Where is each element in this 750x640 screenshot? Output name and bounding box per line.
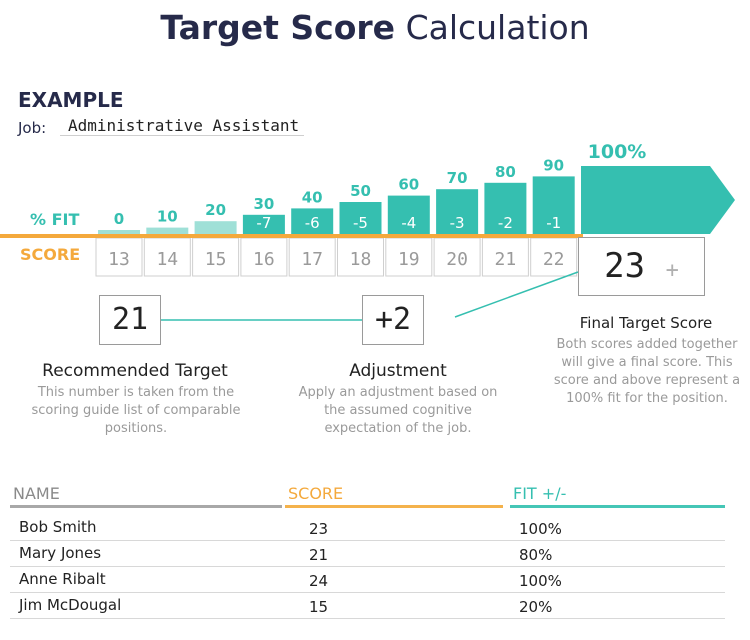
- score-tick-label: 21: [495, 249, 517, 270]
- example-heading: EXAMPLE: [18, 88, 124, 112]
- score-offset-label: -2: [498, 214, 513, 232]
- score-tick-label: 14: [156, 249, 178, 270]
- fit-score-chart: 0 13 10 14 20 15 30-7 16 40 -6 17 50 -5 18 60 -4 19 70 -3 2…: [0, 141, 735, 277]
- score-offset-label: -6: [305, 214, 320, 232]
- table-cell-name: Anne Ribalt: [19, 570, 106, 588]
- header-underline-fit: [510, 505, 725, 508]
- table-cell-fit: 80%: [519, 546, 553, 564]
- fit-bar: [146, 227, 189, 234]
- table-cell-score: 15: [309, 598, 329, 616]
- score-cell: [385, 237, 433, 277]
- fit-bar: [339, 202, 382, 234]
- table-cell-score: 23: [309, 520, 329, 538]
- table-cell-name: Bob Smith: [19, 518, 97, 536]
- fit-bar: [98, 230, 140, 234]
- fit-value-label: 10: [157, 208, 178, 226]
- table-cell-name: Jim McDougal: [19, 596, 122, 614]
- connector-adj-final: [454, 271, 579, 318]
- final-fit-label: 100%: [588, 141, 647, 163]
- score-tick-label: 22: [543, 249, 565, 270]
- fit-bar: [242, 214, 285, 234]
- adjustment-value-box: +2: [362, 295, 424, 345]
- final-description: Both scores added together will give a f…: [553, 337, 741, 406]
- table-cell-score: 21: [309, 546, 329, 564]
- header-underline-name: [10, 505, 282, 508]
- score-tick-label: 19: [398, 249, 420, 270]
- job-label: Job:: [18, 119, 47, 137]
- fit-bar: [387, 195, 430, 234]
- recommended-value-box: 21: [99, 295, 161, 345]
- row-divider: [10, 592, 725, 593]
- adjustment-description: Apply an adjustment based on the assumed…: [298, 385, 498, 436]
- fit-value-label: 30: [253, 195, 274, 213]
- fit-bar: [194, 221, 237, 234]
- final-score-box: 23 +: [578, 237, 705, 296]
- score-offset-label: -7: [256, 214, 271, 232]
- row-divider: [10, 618, 725, 619]
- fit-bar: [484, 182, 527, 234]
- score-offset-label: -1: [546, 214, 561, 232]
- fit-value-label: 80: [495, 163, 516, 181]
- table-cell-score: 24: [309, 572, 329, 590]
- fit-value-label: 70: [447, 169, 468, 187]
- fit-value-label: 50: [350, 182, 371, 200]
- score-cell: [240, 237, 288, 277]
- score-offset-label: -4: [401, 214, 416, 232]
- fit-value-label: 40: [302, 188, 323, 206]
- title-light: Calculation: [405, 8, 590, 47]
- fit-bar: [532, 176, 575, 234]
- final-title: Final Target Score: [579, 314, 713, 332]
- fit-value-label: 90: [543, 156, 564, 174]
- recommended-description: This number is taken from the scoring gu…: [31, 385, 241, 436]
- title-bold: Target Score: [160, 8, 396, 47]
- score-cell: [481, 237, 529, 277]
- final-fit-arrow: [581, 166, 735, 234]
- score-tick-label: 15: [205, 249, 227, 270]
- score-offset-label: -3: [450, 214, 465, 232]
- score-cell: [143, 237, 191, 277]
- fit-bar: [436, 189, 479, 234]
- final-score-value: 23: [604, 246, 646, 286]
- score-cell: [192, 237, 240, 277]
- score-tick-label: 17: [301, 249, 323, 270]
- fit-axis-label: % FIT: [30, 210, 80, 229]
- table-cell-fit: 100%: [519, 572, 562, 590]
- fit-value-label: 0: [114, 210, 124, 228]
- row-divider: [10, 566, 725, 567]
- final-score-plus: +: [665, 258, 679, 283]
- table-header-fit: FIT +/-: [513, 484, 567, 503]
- score-tick-label: 20: [446, 249, 468, 270]
- table-header-score: SCORE: [288, 484, 344, 503]
- table-cell-name: Mary Jones: [19, 544, 102, 562]
- row-divider: [10, 540, 725, 541]
- fit-bar: [291, 208, 334, 234]
- recommended-title: Recommended Target: [42, 361, 228, 381]
- adjustment-title: Adjustment: [349, 361, 447, 381]
- score-axis-label: SCORE: [20, 245, 81, 264]
- score-offset-label: -5: [353, 214, 368, 232]
- fit-value-label: 60: [398, 176, 419, 194]
- job-value: Administrative Assistant: [60, 116, 304, 136]
- score-cell: [95, 237, 143, 277]
- fit-value-label: 20: [205, 201, 226, 219]
- score-baseline: [0, 234, 583, 238]
- table-header-name: NAME: [13, 484, 60, 503]
- score-tick-label: 16: [253, 249, 275, 270]
- table-cell-fit: 100%: [519, 520, 562, 538]
- header-underline-score: [285, 505, 503, 508]
- table-cell-fit: 20%: [519, 598, 553, 616]
- score-tick-label: 18: [350, 249, 372, 270]
- page-title: Target Score Calculation: [0, 8, 750, 47]
- score-cell: [288, 237, 336, 277]
- score-tick-label: 13: [108, 249, 130, 270]
